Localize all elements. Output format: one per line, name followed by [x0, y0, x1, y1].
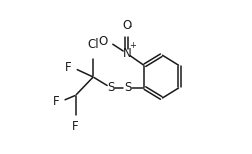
Text: +: +: [129, 41, 136, 50]
Text: S: S: [124, 81, 131, 94]
Text: F: F: [65, 61, 72, 74]
Text: O: O: [122, 18, 131, 32]
Text: O: O: [99, 35, 108, 48]
Text: -: -: [129, 22, 132, 31]
Text: Cl: Cl: [87, 38, 99, 51]
Text: F: F: [72, 120, 79, 134]
Text: S: S: [107, 81, 114, 94]
Text: F: F: [53, 95, 60, 108]
Text: N: N: [122, 47, 131, 60]
